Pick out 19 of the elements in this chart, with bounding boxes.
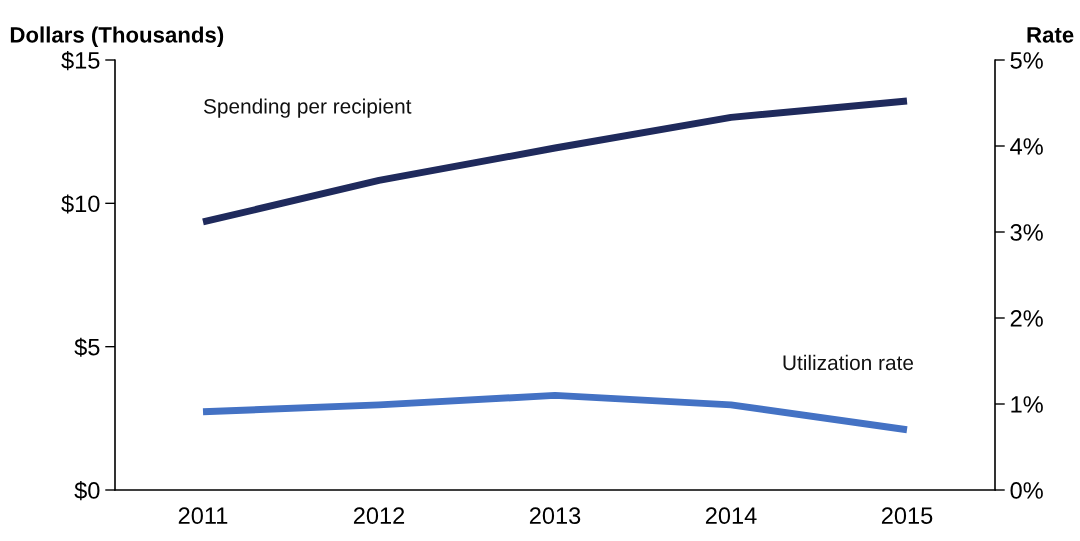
y-tick-label: $0 <box>74 481 100 501</box>
y-tick-label: $10 <box>61 194 100 214</box>
text: Utilization rate <box>783 354 914 371</box>
y2-tick-label: 1% <box>1011 396 1043 413</box>
x-tick-label: 2015 <box>881 507 933 525</box>
y2-tick-label: 0% <box>1010 482 1043 499</box>
x-tick-label: 2013 <box>529 507 581 525</box>
x-tick-label: 2014 <box>705 507 757 525</box>
y-tick-label: $5 <box>74 337 100 357</box>
y-axis-title: Dollars (Thousands) <box>10 26 224 48</box>
y2-tick-label: 2% <box>1010 310 1043 327</box>
y2-tick-label: 5% <box>1010 52 1043 69</box>
x-tick-label: 2012 <box>353 507 405 525</box>
text: Spending per recipient <box>203 98 412 118</box>
y2-axis-title: Rate <box>1027 27 1074 43</box>
y2-tick-label: 4% <box>1010 138 1043 155</box>
y2-tick-label: 3% <box>1010 224 1043 241</box>
y-tick-label: $15 <box>61 51 100 71</box>
x-tick-label: 2011 <box>178 507 228 525</box>
